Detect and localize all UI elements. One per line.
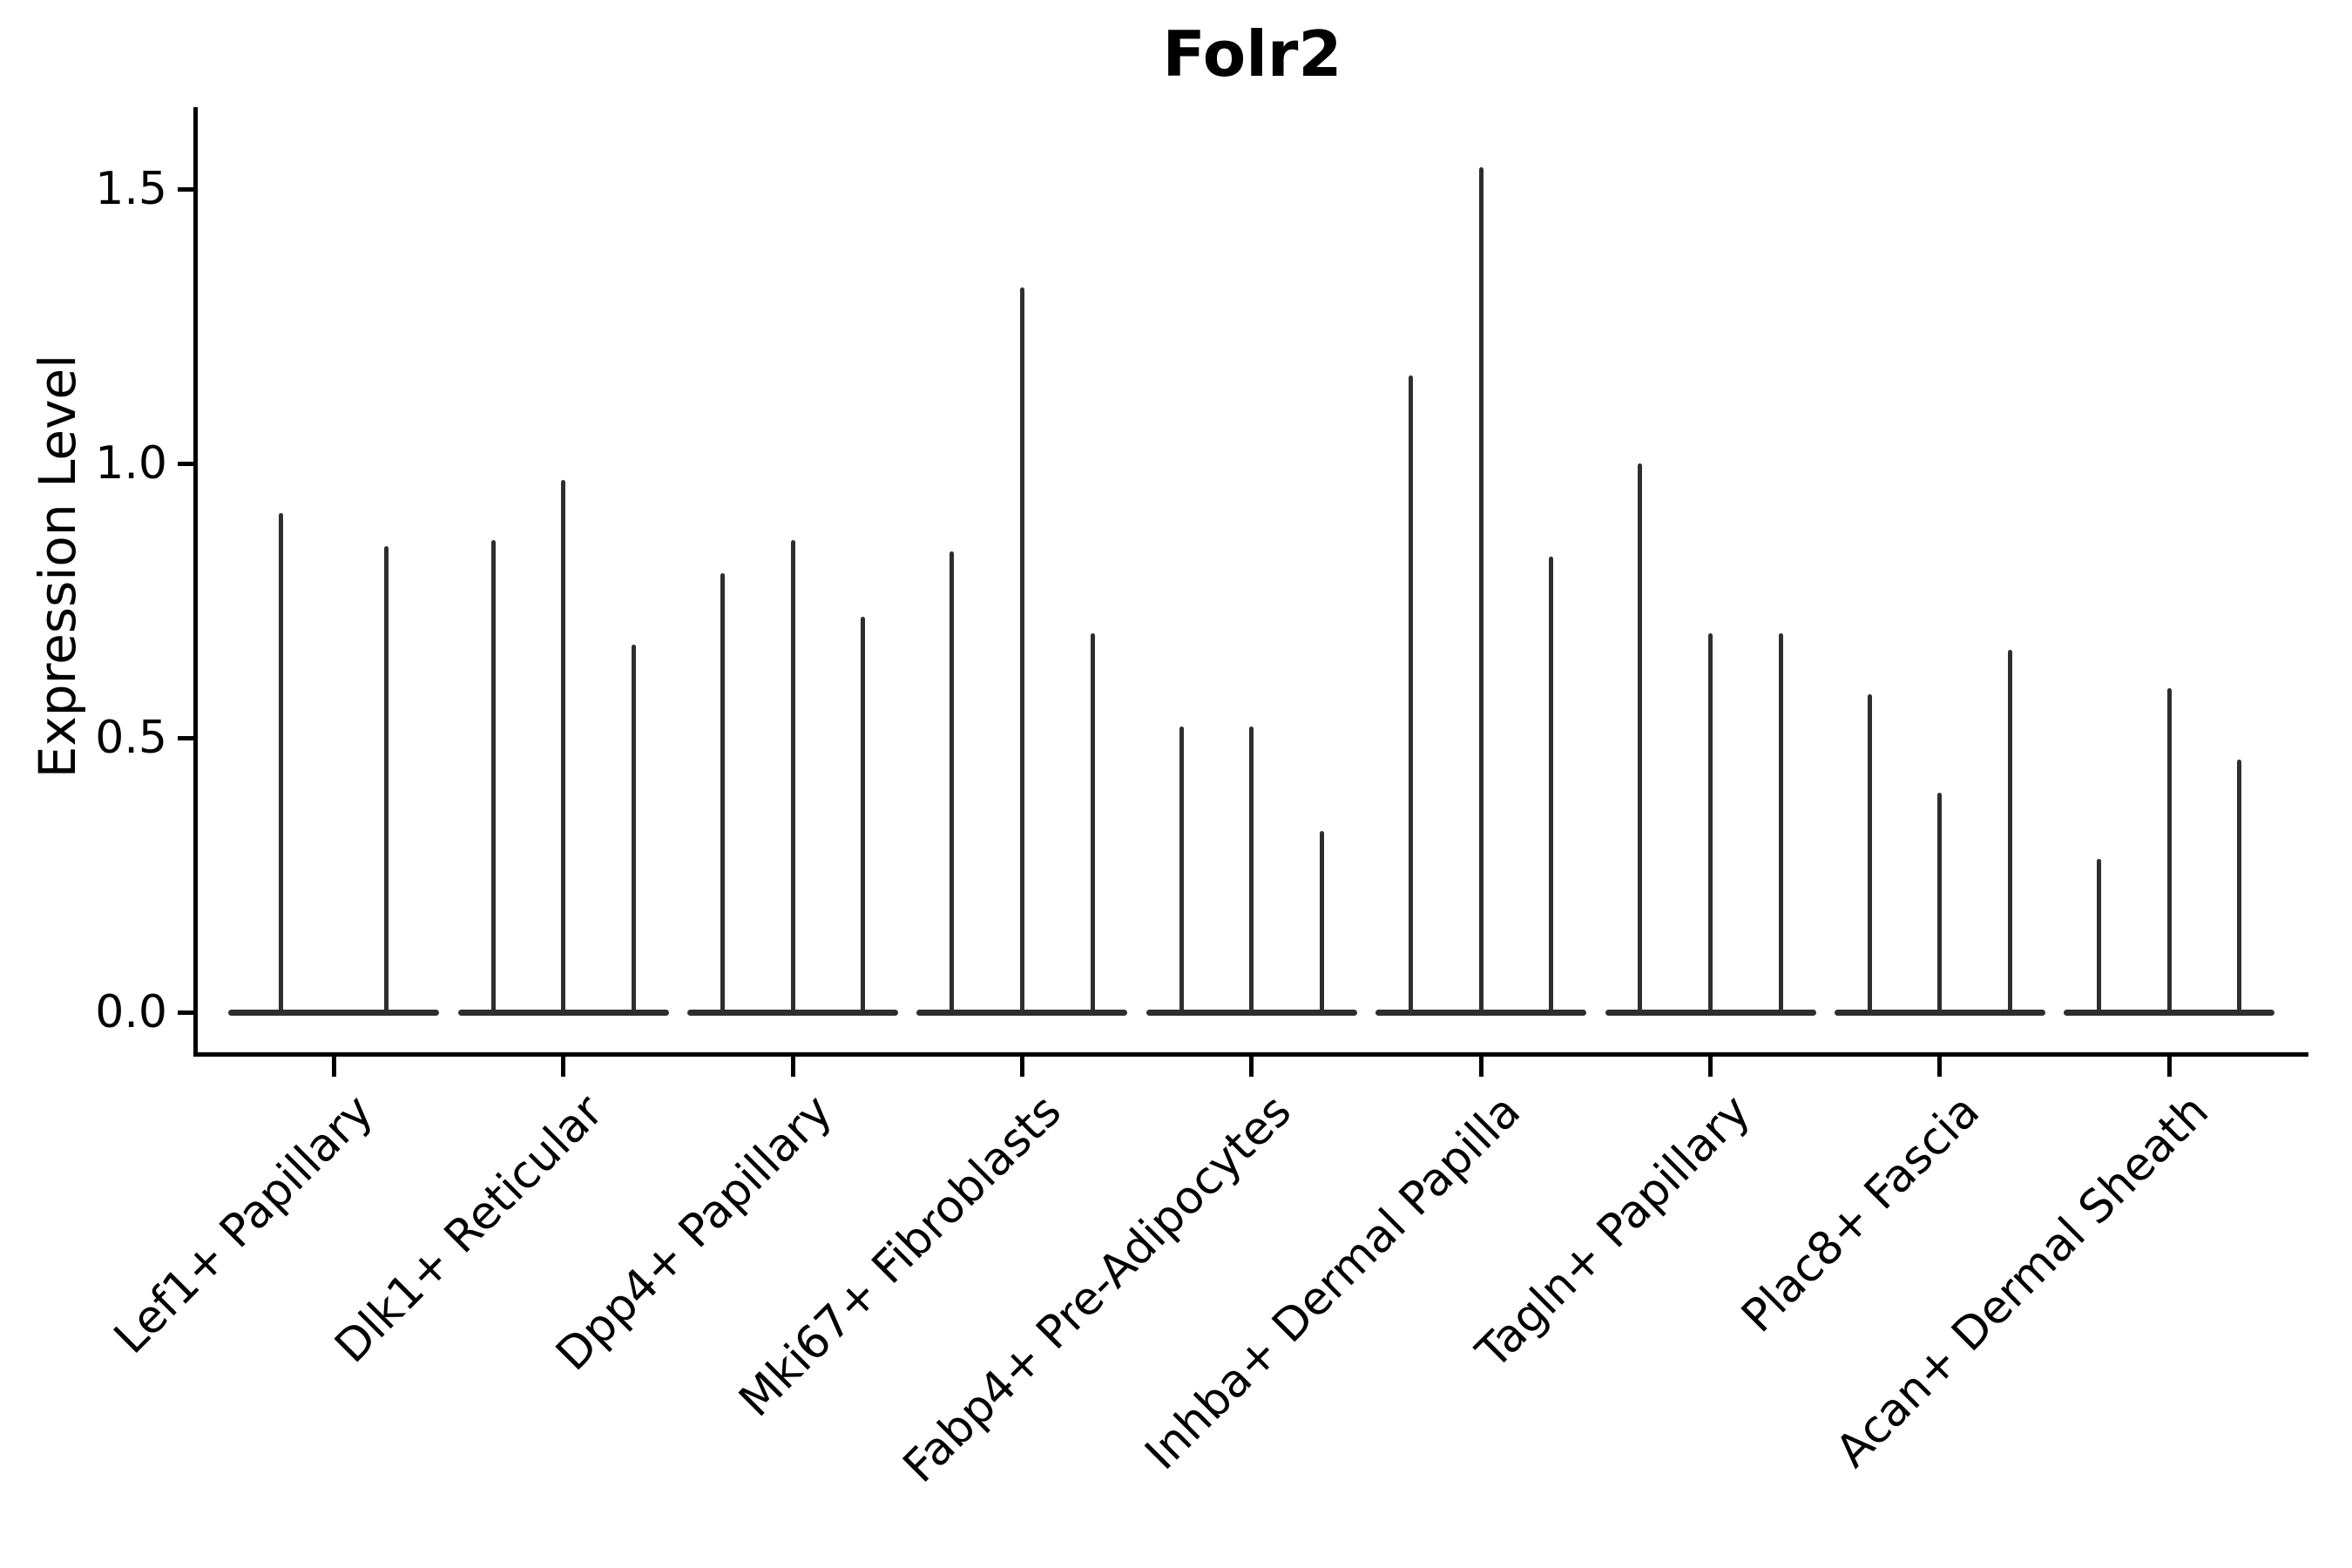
violin-base [1375, 1009, 1587, 1016]
x-tick-mark [1249, 1057, 1254, 1077]
violin-spike [279, 512, 284, 1012]
y-axis-label: Expression Level [28, 354, 87, 779]
violin-spike [950, 551, 955, 1012]
violin-base [228, 1009, 440, 1016]
y-tick-label: 1.5 [95, 163, 167, 215]
x-tick-mark [790, 1057, 795, 1077]
y-tick-mark [178, 1010, 194, 1015]
y-tick-mark [178, 461, 194, 466]
violin-spike [384, 545, 389, 1012]
violin-spike [2097, 858, 2102, 1012]
violin-base [1146, 1009, 1357, 1016]
violin-spike [1408, 375, 1413, 1012]
violin-spike [1549, 557, 1554, 1012]
violin-spike [1937, 793, 1943, 1012]
y-axis-spine [193, 107, 198, 1057]
x-tick-mark [1708, 1057, 1713, 1077]
violin-base [2064, 1009, 2275, 1016]
chart-title: Folr2 [1162, 17, 1342, 91]
violin-spike [490, 540, 496, 1012]
violin-spike [1867, 693, 1872, 1012]
x-tick-mark [1937, 1057, 1943, 1077]
violin-spike [1090, 633, 1095, 1012]
violin-spike [1179, 727, 1184, 1012]
violin-base [1605, 1009, 1816, 1016]
y-tick-mark [178, 735, 194, 740]
violin-spike [1319, 831, 1324, 1012]
violin-spike [2237, 760, 2242, 1012]
violin-base [457, 1009, 669, 1016]
x-tick-mark [561, 1057, 566, 1077]
violin-base [687, 1009, 899, 1016]
violin-spike [1778, 633, 1783, 1012]
violin-spike [790, 540, 795, 1012]
violin-spike [2166, 688, 2172, 1012]
violin-spike [561, 479, 566, 1012]
x-tick-mark [2166, 1057, 2172, 1077]
violin-spike [1019, 287, 1024, 1012]
violin-base [1834, 1009, 2045, 1016]
x-axis-spine [193, 1052, 2308, 1057]
violin-spike [631, 644, 636, 1012]
violin-spike [1478, 166, 1484, 1012]
violin-spike [1249, 727, 1254, 1012]
violin-base [916, 1009, 1128, 1016]
x-tick-mark [1478, 1057, 1484, 1077]
x-tick-mark [331, 1057, 336, 1077]
violin-spike [1708, 633, 1713, 1012]
y-tick-mark [178, 186, 194, 192]
y-tick-label: 1.0 [95, 437, 167, 490]
y-tick-label: 0.5 [95, 712, 167, 764]
violin-spike [2008, 650, 2013, 1012]
y-tick-label: 0.0 [95, 986, 167, 1038]
violin-spike [1638, 463, 1643, 1012]
x-tick-mark [1019, 1057, 1024, 1077]
violin-spike [861, 617, 866, 1012]
violin-spike [720, 573, 725, 1012]
